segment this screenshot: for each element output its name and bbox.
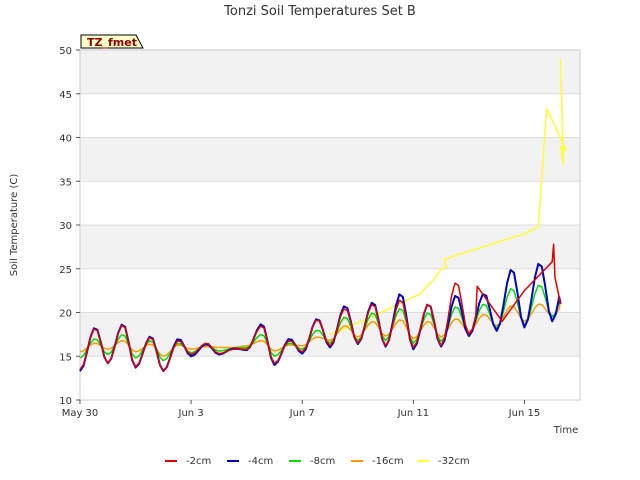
plot-band [80, 50, 580, 94]
y-tick-label: 25 [59, 265, 72, 276]
y-tick-label: 40 [59, 134, 72, 145]
y-axis-label: Soil Temperature (C) [9, 174, 20, 277]
x-tick-label: Jun 15 [508, 408, 541, 419]
series-line-minus-2cm [79, 243, 562, 372]
y-tick-label: 50 [59, 46, 72, 57]
badge-label: TZ_fmet [87, 36, 137, 49]
legend: -2cm -4cm -8cm -16cm -32cm [165, 456, 470, 467]
series-lines [79, 58, 567, 373]
x-axis: May 30 Jun 3 Jun 7 Jun 11 Jun 15 [62, 400, 540, 419]
series-line-minus-8cm [79, 284, 561, 362]
y-tick-label: 30 [59, 221, 72, 232]
y-tick-label: 45 [59, 90, 72, 101]
plot-band [80, 225, 580, 269]
x-tick-label: Jun 7 [289, 408, 315, 419]
y-tick-label: 10 [59, 396, 72, 407]
badge-box [80, 34, 144, 49]
x-tick-label: May 30 [62, 408, 99, 419]
x-tick-label: Jun 11 [397, 408, 430, 419]
series-line-minus-32cm [329, 58, 567, 336]
tz-fmet-badge: TZ_fmet [80, 34, 144, 49]
legend-label: -16cm [372, 456, 404, 467]
legend-label: -32cm [438, 456, 470, 467]
plot-band [80, 137, 580, 182]
y-tick-label: 15 [59, 352, 72, 363]
y-axis: 10 15 20 25 30 35 40 45 50 [59, 46, 80, 407]
series-line-minus-16cm [79, 299, 562, 358]
y-tick-label: 20 [59, 309, 72, 320]
legend-label: -2cm [186, 456, 211, 467]
y-tick-label: 35 [59, 177, 72, 188]
x-axis-label: Time [553, 425, 578, 436]
legend-label: -4cm [248, 456, 273, 467]
x-tick-label: Jun 3 [178, 408, 204, 419]
chart-title: Tonzi Soil Temperatures Set B [223, 4, 416, 19]
legend-label: -8cm [310, 456, 335, 467]
